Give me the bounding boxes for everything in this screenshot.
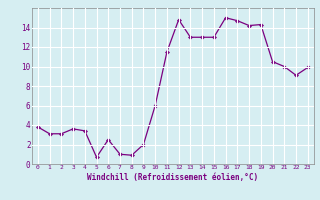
X-axis label: Windchill (Refroidissement éolien,°C): Windchill (Refroidissement éolien,°C) — [87, 173, 258, 182]
